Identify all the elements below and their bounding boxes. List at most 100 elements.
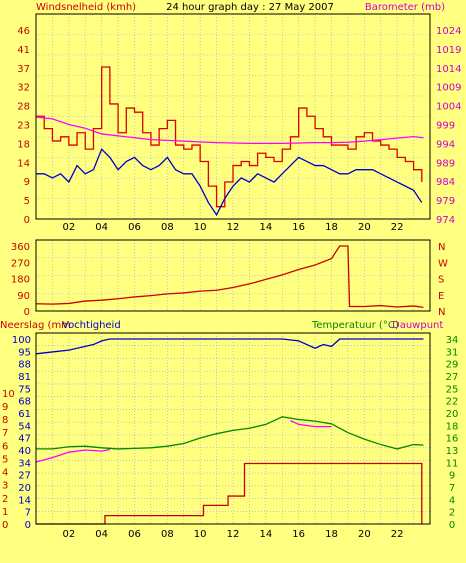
x-tick-label: 12 [227, 222, 240, 233]
humidity-axis-label: Vochtigheid [62, 320, 121, 331]
rain-axis-label: Neerslag (mm [0, 320, 71, 331]
x-tick-label: 06 [128, 529, 141, 540]
x-tick-label: 12 [227, 529, 240, 540]
wind-tick-label: 9 [24, 177, 30, 188]
temperature-tick-label: 13 [446, 446, 459, 457]
temperature-axis-label: Temperatuur (°C) [311, 320, 399, 331]
x-tick-label: 02 [62, 222, 75, 233]
barometer-tick-label: 1014 [436, 64, 461, 75]
wind-tick-label: 14 [17, 158, 30, 169]
wind-tick-label: 37 [17, 64, 30, 75]
humidity-tick-label: 20 [18, 483, 31, 494]
humidity-tick-label: 88 [18, 360, 31, 371]
temperature-tick-label: 27 [446, 372, 459, 383]
temperature-tick-label: 29 [446, 360, 459, 371]
wind-tick-label: 0 [24, 215, 30, 226]
chart-title: 24 hour graph day : 27 May 2007 [166, 2, 334, 13]
humidity-tick-label: 75 [18, 384, 31, 395]
temperature-tick-label: 18 [446, 421, 459, 432]
rain-tick-label: 4 [2, 468, 8, 479]
humidity-tick-label: 34 [18, 458, 31, 469]
temperature-tick-label: 25 [446, 384, 459, 395]
humidity-tick-label: 47 [18, 434, 31, 445]
dewpoint-line [35, 448, 111, 463]
humidity-tick-label: 81 [18, 372, 31, 383]
direction-tick-label: 270 [11, 258, 30, 269]
rain-tick-label: 7 [2, 428, 8, 439]
humidity-tick-label: 40 [18, 446, 31, 457]
temperature-tick-label: 0 [449, 520, 455, 531]
humidity-tick-label: 27 [18, 471, 31, 482]
temperature-line [36, 416, 424, 450]
temperature-tick-label: 16 [446, 434, 459, 445]
wind-axis-label: Windsnelheid (kmh) [36, 2, 136, 13]
plot-frame [35, 332, 431, 525]
dewpoint-line [290, 420, 332, 428]
x-tick-label: 14 [259, 529, 272, 540]
x-tick-label: 20 [358, 222, 371, 233]
dewpoint-axis-label: Dauwpunt [392, 320, 443, 331]
wind-tick-label: 23 [17, 121, 30, 132]
x-tick-label: 18 [325, 529, 338, 540]
barometer-line [35, 116, 424, 145]
rain-tick-label: 6 [2, 441, 8, 452]
temperature-tick-label: 2 [449, 508, 455, 519]
temperature-tick-label: 22 [446, 397, 459, 408]
humidity-line [35, 338, 424, 355]
temperature-tick-label: 4 [449, 495, 455, 506]
humidity-tick-label: 7 [25, 508, 31, 519]
wind-tick-label: 32 [17, 83, 30, 94]
plot-frame [35, 239, 431, 312]
barometer-tick-label: 984 [436, 177, 455, 188]
x-tick-label: 02 [62, 529, 75, 540]
x-tick-label: 18 [325, 222, 338, 233]
x-tick-label: 08 [161, 222, 174, 233]
rain-tick-label: 1 [2, 507, 8, 518]
barometer-tick-label: 989 [436, 158, 455, 169]
barometer-tick-label: 1019 [436, 45, 461, 56]
humidity-tick-label: 95 [18, 347, 31, 358]
rain-tick-label: 0 [2, 520, 8, 531]
rain-tick-label: 3 [2, 481, 8, 492]
direction-tick-label: 360 [11, 242, 30, 253]
humidity-tick-label: 14 [18, 495, 31, 506]
plot-frame [35, 13, 431, 220]
barometer-tick-label: 1024 [436, 26, 461, 37]
temperature-tick-label: 9 [449, 471, 455, 482]
rain-line [36, 462, 423, 525]
barometer-tick-label: 994 [436, 139, 455, 150]
x-tick-label: 04 [95, 529, 108, 540]
temperature-tick-label: 20 [446, 409, 459, 420]
wind-speed-line [36, 147, 423, 217]
barometer-tick-label: 1009 [436, 83, 461, 94]
wind-tick-label: 28 [17, 102, 30, 113]
humidity-tick-label: 61 [18, 409, 31, 420]
x-tick-label: 04 [95, 222, 108, 233]
direction-compass-label: W [438, 258, 448, 269]
rain-tick-label: 10 [2, 389, 15, 400]
humidity-tick-label: 100 [12, 335, 31, 346]
x-tick-label: 16 [292, 529, 305, 540]
barometer-tick-label: 1004 [436, 102, 461, 113]
rain-tick-label: 5 [2, 454, 8, 465]
wind-tick-label: 18 [17, 139, 30, 150]
x-tick-label: 10 [194, 529, 207, 540]
direction-compass-label: S [438, 275, 444, 286]
x-tick-label: 10 [194, 222, 207, 233]
direction-compass-label: E [438, 291, 444, 302]
barometer-axis-label: Barometer (mb) [365, 2, 445, 13]
wind-tick-label: 46 [17, 26, 30, 37]
x-tick-label: 20 [358, 529, 371, 540]
x-tick-label: 14 [259, 222, 272, 233]
temperature-tick-label: 34 [446, 335, 459, 346]
wind-tick-label: 5 [24, 196, 30, 207]
humidity-tick-label: 0 [25, 520, 31, 531]
barometer-tick-label: 974 [436, 215, 455, 226]
x-tick-label: 08 [161, 529, 174, 540]
direction-tick-label: 0 [24, 307, 30, 318]
direction-compass-label: N [438, 242, 445, 253]
barometer-tick-label: 999 [436, 121, 455, 132]
rain-tick-label: 8 [2, 415, 8, 426]
